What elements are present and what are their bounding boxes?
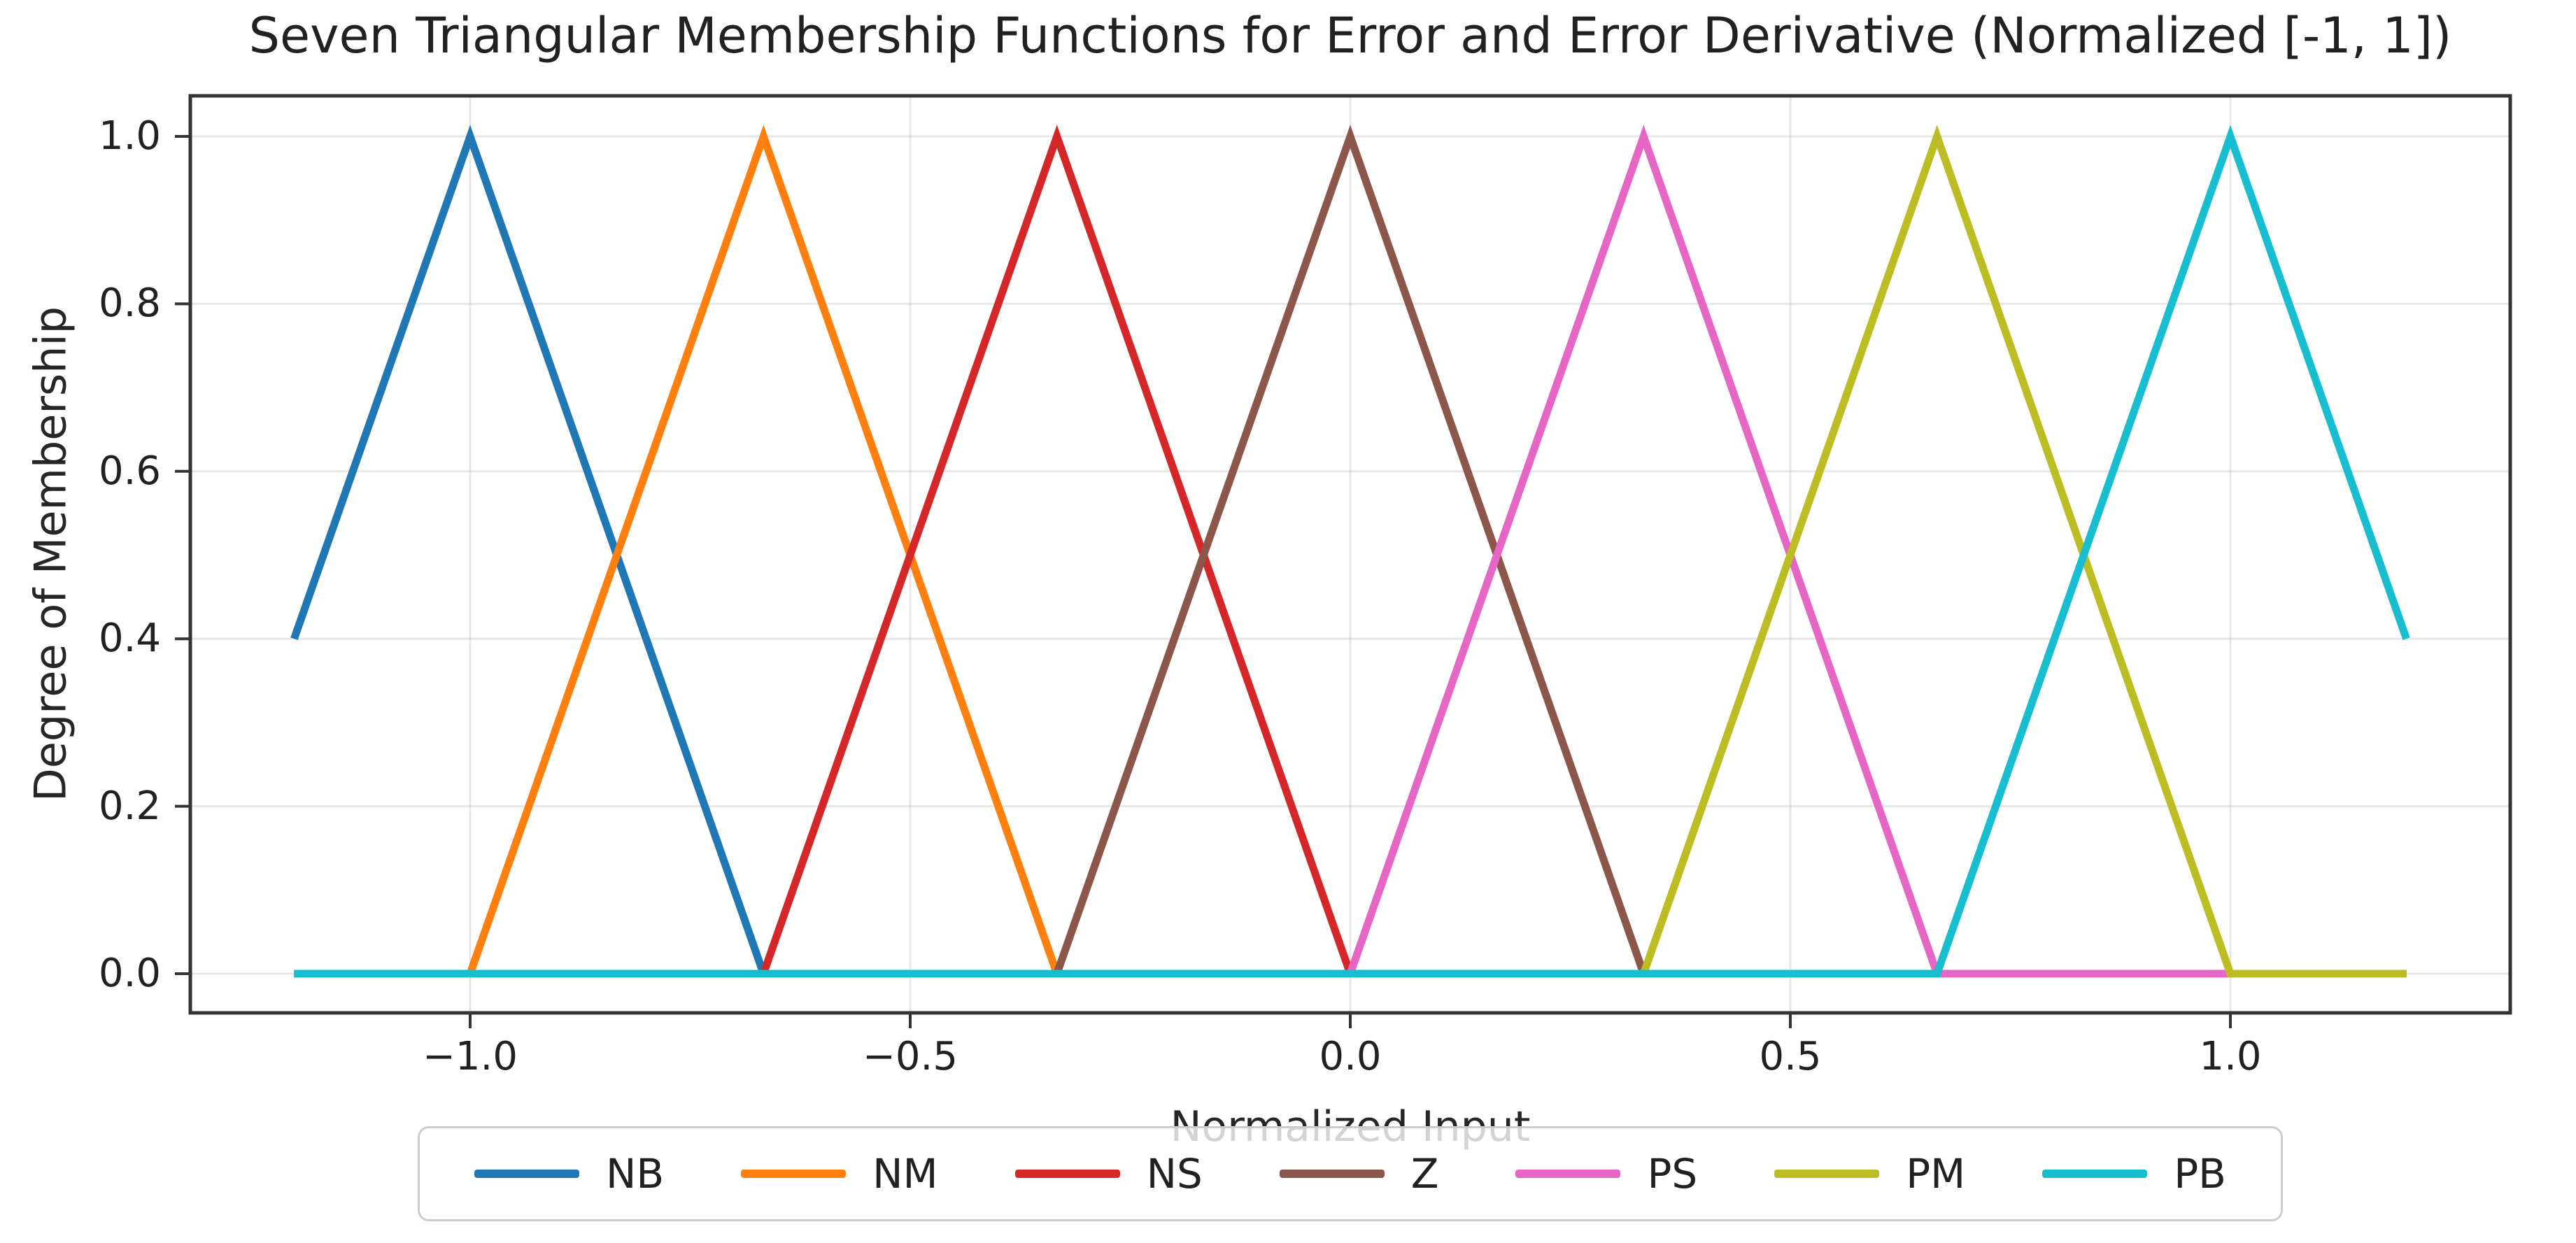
chart-title: Seven Triangular Membership Functions fo…	[248, 7, 2452, 64]
legend-swatch-Z	[1279, 1170, 1385, 1178]
legend-swatch-PM	[1774, 1170, 1880, 1178]
legend-item-PS: PS	[1515, 1153, 1697, 1194]
legend-swatch-NS	[1014, 1170, 1120, 1178]
y-tick-label: 0.4	[98, 616, 161, 662]
legend-label: NB	[606, 1150, 665, 1198]
legend-swatch-PB	[2042, 1170, 2148, 1178]
x-tick-label: 0.0	[1319, 1034, 1382, 1079]
y-tick-label: 0.0	[98, 951, 161, 996]
legend-item-Z: Z	[1279, 1150, 1439, 1198]
x-tick-label: 0.5	[1759, 1034, 1822, 1079]
x-tick-label: −1.0	[423, 1034, 518, 1079]
legend-label: PB	[2174, 1150, 2226, 1198]
y-tick-label: 0.8	[98, 280, 161, 327]
legend-item-PM: PM	[1774, 1153, 1965, 1194]
legend-item-NM: NM	[741, 1150, 938, 1198]
legend-label: PM	[1906, 1150, 1966, 1198]
legend-swatch-NM	[741, 1170, 847, 1178]
x-tick-label: 1.0	[2199, 1034, 2262, 1079]
y-tick-label: 0.2	[98, 783, 161, 829]
x-tick-label: −0.5	[863, 1034, 958, 1079]
legend-item-PB: PB	[2042, 1153, 2226, 1194]
legend-item-NS: NS	[1014, 1150, 1203, 1198]
y-tick-label: 1.0	[98, 113, 161, 159]
legend-label: PS	[1647, 1150, 1698, 1198]
y-tick-label: 0.6	[98, 448, 161, 494]
legend-label: Z	[1410, 1150, 1439, 1198]
series-line-PB	[294, 125, 2410, 978]
legend-swatch-PS	[1515, 1170, 1621, 1178]
legend-item-NB: NB	[474, 1153, 664, 1194]
axes-spines	[188, 94, 2512, 1015]
legend-label: NS	[1146, 1150, 1203, 1198]
legend: NB NM NS Z PS PM PB	[418, 1126, 2283, 1221]
legend-label: NM	[872, 1150, 938, 1198]
legend-swatch-NB	[474, 1170, 579, 1178]
y-axis-label: Degree of Membership	[24, 306, 76, 802]
